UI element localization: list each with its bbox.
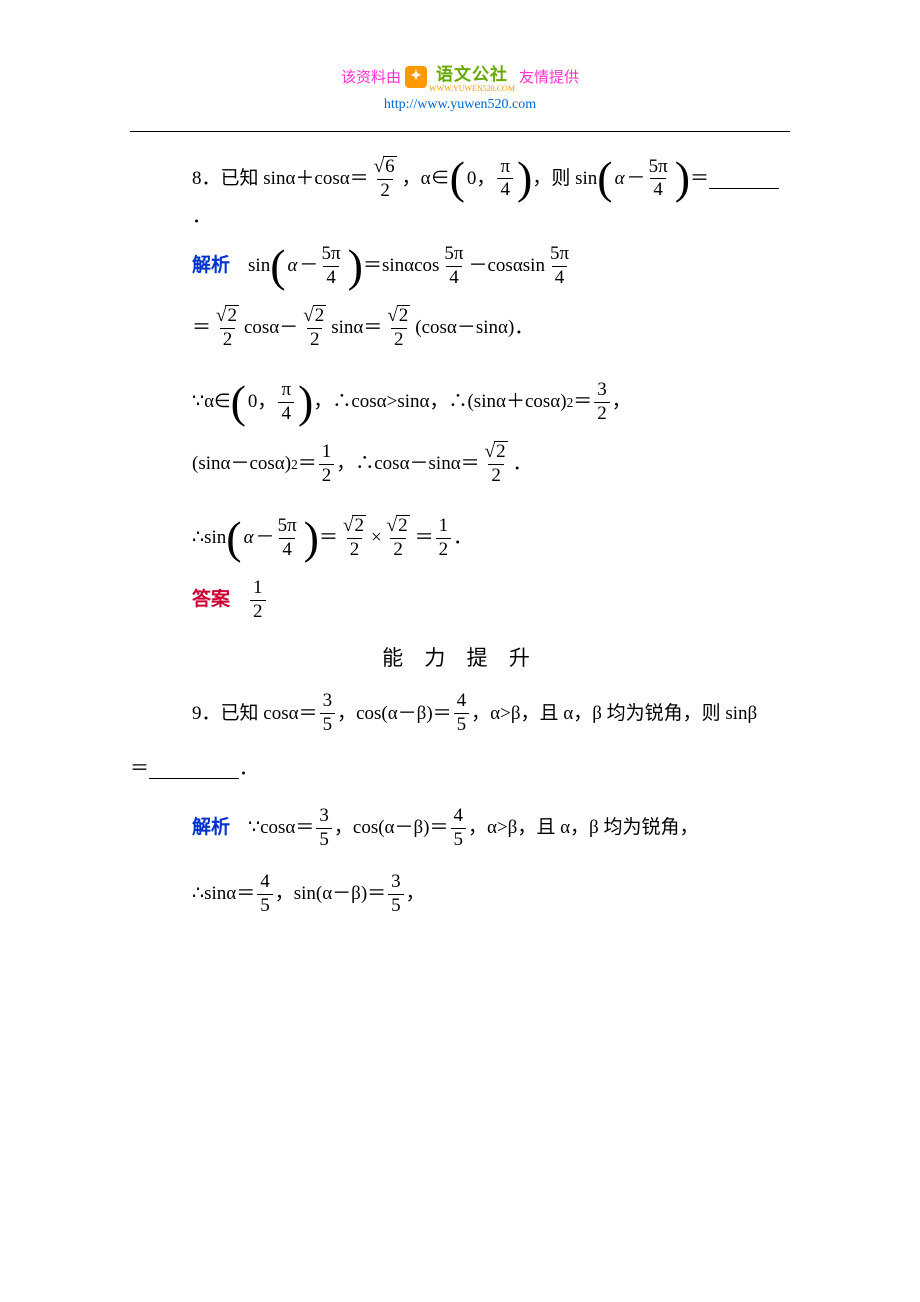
p8-jiexi-3: ∵α∈ ( 0 ， π4 ) ，∴cosα>sinα，∴(sinα＋cosα)2…: [130, 374, 790, 430]
p9-jiexi-1: 解析 ∵cosα＝ 35 ，cos(α－β)＝ 45 ，α>β，且 α，β 均为…: [130, 800, 790, 856]
header-line: 该资料由 ✦ 语文公社 WWW.YUWEN520.COM 友情提供: [130, 60, 790, 93]
logo-subtext: WWW.YUWEN520.COM: [429, 85, 515, 93]
p8-jiexi-1: 解析 sin ( α－ 5π4 ) ＝sinαcos 5π4 －cosαsin …: [130, 238, 790, 294]
jiexi-label-2: 解析: [192, 813, 230, 843]
daan-label: 答案: [192, 585, 230, 615]
logo-text-wrap: 语文公社 WWW.YUWEN520.COM: [429, 60, 515, 93]
logo-swirl-icon: ✦: [405, 66, 427, 88]
answer-blank: [709, 169, 779, 189]
p8-alpha-in: ，α∈: [402, 164, 450, 194]
p8-jiexi-4: (sinα－cosα)2 ＝ 12 ，∴cosα－sinα＝ √2 2 ．: [130, 436, 790, 492]
frac-pi-4: π 4: [497, 157, 513, 202]
frac-5pi-4: 5π 4: [646, 157, 671, 202]
p8-then: ，则 sin: [532, 164, 597, 194]
header-url: http://www.yuwen520.com: [130, 97, 790, 113]
p8-number: 8．: [192, 164, 221, 194]
page-header: 该资料由 ✦ 语文公社 WWW.YUWEN520.COM 友情提供 http:/…: [130, 60, 790, 113]
p9-blank: [149, 759, 239, 779]
p8-jiexi-5: ∴sin ( α－ 5π4 ) ＝ √2 2 × √2 2 ＝ 12 ．: [130, 510, 790, 566]
p9-number: 9．: [192, 699, 221, 729]
content: 8． 已知 sinα＋cosα＝ √6 2 ，α∈ ( 0 ， π 4 ): [130, 156, 790, 922]
header-suffix: 友情提供: [519, 66, 579, 87]
p8-answer: 答案 1 2: [130, 572, 790, 628]
answer-frac: 1 2: [250, 578, 266, 623]
p8-jiexi-2: ＝ √2 2 cosα－ √2 2 sinα＝ √2 2 (cosα－sinα)…: [130, 300, 790, 356]
p8-statement: 8． 已知 sinα＋cosα＝ √6 2 ，α∈ ( 0 ， π 4 ): [130, 156, 790, 232]
page-root: 该资料由 ✦ 语文公社 WWW.YUWEN520.COM 友情提供 http:/…: [0, 0, 920, 1008]
jiexi-label: 解析: [192, 251, 230, 281]
site-logo: ✦ 语文公社 WWW.YUWEN520.COM: [405, 60, 515, 93]
logo-text: 语文公社: [436, 65, 508, 84]
p9-jiexi-2: ∴sinα＝ 45 ，sin(α－β)＝ 35 ，: [130, 866, 790, 922]
p9-statement-1: 9． 已知 cosα＝ 35 ，cos(α－β)＝ 45 ，α>β，且 α，β …: [130, 686, 790, 742]
interval-paren: ( 0 ， π 4 ): [450, 157, 533, 202]
frac-sqrt6-2: √6 2: [371, 156, 400, 202]
section-heading: 能 力 提 升: [130, 642, 790, 676]
header-prefix: 该资料由: [341, 66, 401, 87]
p9-statement-2: ＝ ．: [130, 754, 790, 784]
sin-arg-paren: ( α－ 5π 4 ): [597, 157, 690, 202]
p8-given: 已知 sinα＋cosα＝: [221, 164, 369, 194]
header-rule: [130, 131, 790, 132]
